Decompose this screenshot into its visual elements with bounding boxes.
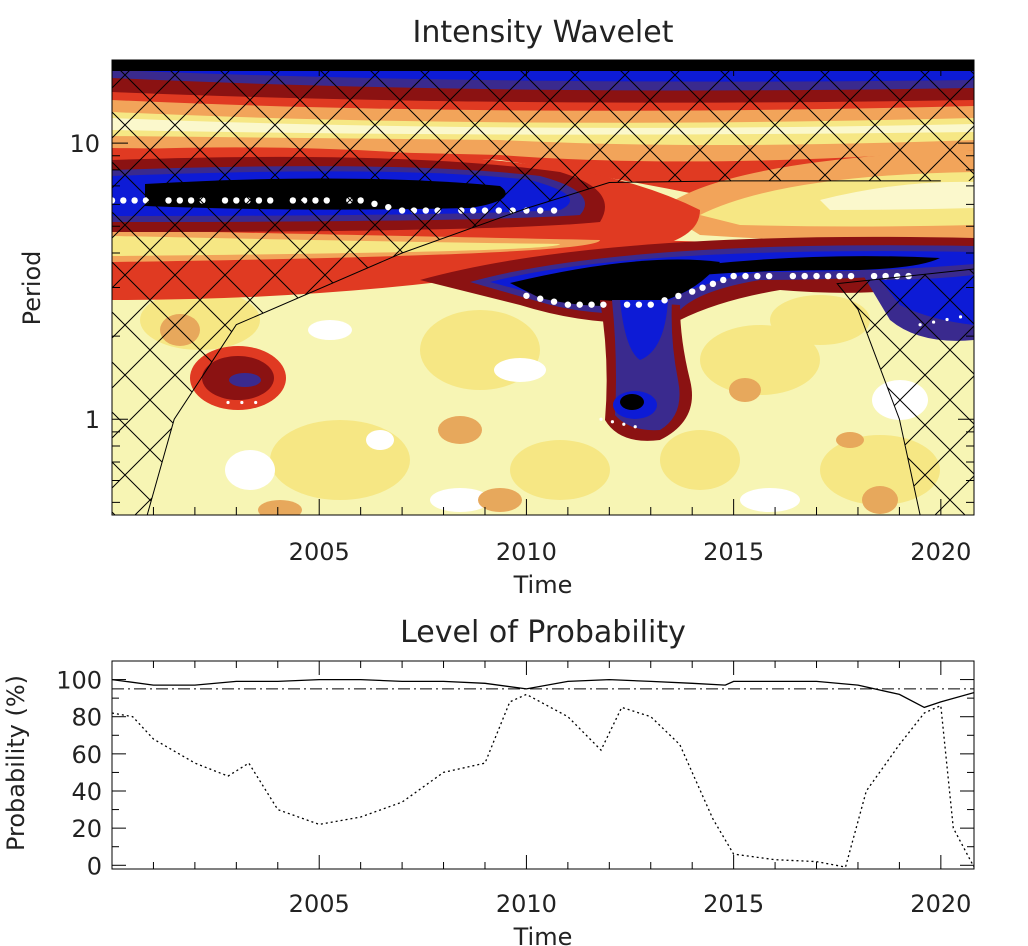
ridge-marker	[730, 272, 737, 280]
coi-boundary-left	[146, 180, 941, 515]
coi-hatch-left	[112, 60, 974, 515]
y-tick-label: 20	[71, 815, 102, 843]
probability-ylabel: Probability (%)	[2, 675, 30, 851]
ridge-marker	[882, 272, 889, 280]
probability-frame	[111, 660, 975, 870]
x-tick-label: 2020	[910, 538, 971, 566]
y-tick-label: 80	[71, 704, 102, 732]
ridge-marker	[647, 301, 654, 308]
drip-bottom-core	[620, 394, 644, 410]
y-tick-label: 0	[87, 852, 102, 880]
x-tick-label: 2020	[910, 890, 971, 918]
wavelet-tick-labels: 2005 2010 2015 2020 1 10	[69, 130, 971, 566]
wavelet-plot-area	[112, 60, 974, 515]
blob-2003-core	[229, 373, 261, 387]
ridge-marker	[240, 400, 244, 405]
probability-tick-labels: 2005 2010 2015 2020 0 20 40 60 80 100	[56, 667, 971, 918]
cone-of-influence	[112, 60, 974, 515]
coi-hatch-right	[837, 269, 974, 515]
ridge-marker	[576, 301, 583, 308]
ridge-marker	[254, 400, 258, 405]
x-tick-label: 2010	[496, 538, 557, 566]
wavelet-title: Intensity Wavelet	[412, 15, 673, 50]
ridge-marker	[537, 295, 544, 302]
ridge-marker	[720, 276, 727, 284]
x-tick-label: 2005	[289, 538, 350, 566]
ridge-marker	[709, 280, 717, 288]
ridge-marker	[523, 292, 530, 299]
series-dotted-line	[112, 693, 974, 868]
y-tick-label: 1	[85, 406, 100, 434]
series-solid-line	[112, 678, 974, 709]
ridge-marker	[847, 272, 855, 280]
ridge-marker	[836, 272, 843, 280]
x-tick-label: 2015	[703, 538, 764, 566]
ridge-marker	[754, 272, 761, 280]
ridge-marker	[813, 272, 820, 280]
wavelet-ylabel: Period	[18, 251, 46, 326]
ridge-marker	[633, 425, 637, 429]
ridge-marker	[824, 272, 832, 280]
drip-blue	[620, 300, 668, 360]
coi-boundary-right	[836, 268, 974, 515]
ridge-marker	[870, 272, 878, 280]
ridge-marker	[550, 298, 558, 305]
ridge2-core-right	[700, 256, 940, 275]
y-tick-label: 40	[71, 778, 102, 806]
y-tick-label: 10	[69, 130, 100, 158]
upper-right-patch-core	[820, 181, 974, 210]
y-tick-label: 60	[71, 741, 102, 769]
ridge-marker	[564, 301, 572, 308]
ridge-marker	[688, 288, 696, 295]
ridge-marker	[226, 400, 230, 405]
ridge-marker	[550, 207, 558, 214]
ridge-marker	[623, 301, 631, 308]
y-tick-label: 100	[56, 667, 102, 695]
x-tick-label: 2015	[703, 890, 764, 918]
probability-plot-area	[112, 678, 974, 868]
x-tick-label: 2010	[496, 890, 557, 918]
ridge-marker	[661, 297, 668, 304]
ridge-marker	[622, 422, 626, 426]
ridge-marker	[765, 272, 773, 280]
wavelet-xlabel: Time	[513, 571, 573, 599]
ridge2-core	[510, 259, 720, 307]
ridge-marker	[537, 207, 544, 214]
probability-xlabel: Time	[513, 923, 573, 946]
ridge-marker	[610, 420, 615, 424]
ridge-marker	[789, 272, 797, 280]
ridge-marker	[599, 417, 603, 421]
ridge-marker	[635, 301, 643, 308]
ridge-marker	[742, 272, 749, 280]
wavelet-ticks	[112, 59, 974, 515]
ridge-marker	[588, 301, 595, 308]
ridge-marker	[699, 284, 706, 291]
probability-ticks	[112, 660, 974, 869]
probability-title: Level of Probability	[400, 615, 686, 650]
x-tick-label: 2005	[289, 890, 350, 918]
ridge-marker	[675, 292, 682, 300]
ridge-marker	[801, 272, 808, 280]
ridge-marker	[600, 301, 607, 308]
